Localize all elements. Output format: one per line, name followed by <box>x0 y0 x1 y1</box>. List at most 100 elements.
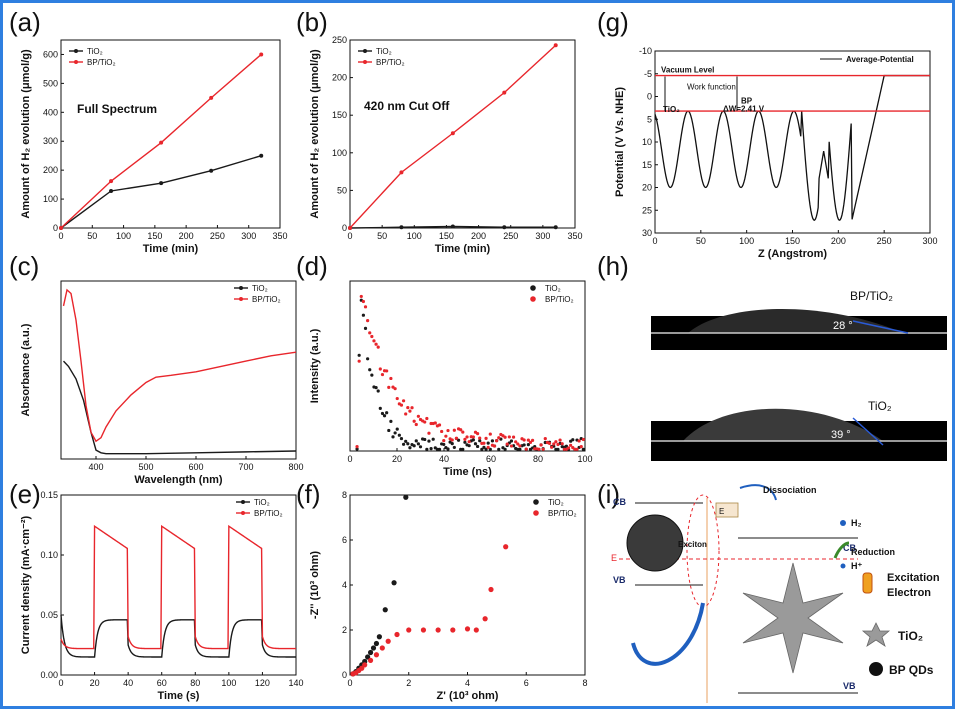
panel-label-a: (a) <box>9 7 41 37</box>
data-point <box>566 446 571 450</box>
data-point <box>368 368 372 372</box>
y-tick-label: 150 <box>332 110 347 120</box>
data-point <box>355 445 359 449</box>
data-point <box>370 645 377 651</box>
data-point <box>387 428 391 433</box>
data-point <box>509 439 514 443</box>
plot-frame <box>60 280 297 460</box>
data-point <box>471 438 475 442</box>
data-point <box>450 438 454 442</box>
tio2-particle <box>742 562 844 674</box>
series-line <box>60 155 262 229</box>
hole-transfer-arrow <box>631 602 705 666</box>
x-tick-label: 150 <box>785 236 800 246</box>
data-point <box>355 447 359 451</box>
data-point <box>488 447 492 451</box>
data-point <box>403 494 409 500</box>
data-point <box>486 441 490 445</box>
data-point <box>401 442 406 446</box>
x-tick-label: 250 <box>877 236 892 246</box>
x-tick-label: 8 <box>582 678 587 688</box>
y-tick-label: 0.05 <box>40 610 58 620</box>
data-point <box>404 412 408 416</box>
x-axis-label: Time (min) <box>143 243 199 255</box>
y-tick-label: 250 <box>332 35 347 45</box>
annotation-work-function: Work function <box>687 83 736 92</box>
data-point <box>450 442 454 446</box>
data-point <box>362 662 368 668</box>
legend-excitation: Excitation <box>887 572 940 584</box>
y-tick-label: 15 <box>642 160 652 170</box>
x-tick-label: 0 <box>652 236 657 246</box>
x-tick-label: 350 <box>272 231 287 241</box>
data-point <box>459 428 463 432</box>
panel-label-i: (i) <box>597 479 620 509</box>
droplet-top <box>688 308 903 333</box>
data-point <box>370 373 374 377</box>
exciton-ellipse <box>686 494 720 608</box>
cb-left-label: CB <box>613 497 626 507</box>
y-tick-label: 2 <box>342 625 347 635</box>
y-tick-label: 200 <box>43 165 58 175</box>
plot-frame <box>349 494 586 676</box>
data-point <box>361 313 365 317</box>
x-tick-label: 600 <box>188 462 203 472</box>
data-point <box>373 640 380 647</box>
data-point <box>372 339 376 343</box>
plot-frame <box>60 494 297 676</box>
y-tick-label: 4 <box>342 580 347 590</box>
x-tick-label: 40 <box>123 678 133 688</box>
data-point <box>423 437 427 442</box>
panel-label-c: (c) <box>9 251 39 281</box>
tio2-star <box>742 562 844 674</box>
x-tick-label: 400 <box>88 462 103 472</box>
data-point <box>518 447 522 451</box>
x-tick-label: 60 <box>157 678 167 688</box>
angle-value-bottom: 39 ° <box>831 429 851 441</box>
legend-label: BP/TiO₂ <box>545 295 574 304</box>
legend-marker <box>530 296 536 302</box>
plot-frame <box>349 39 576 229</box>
x-tick-label: 100 <box>116 231 131 241</box>
data-point <box>399 225 404 230</box>
data-point <box>393 387 397 391</box>
data-point <box>412 419 416 423</box>
x-axis-label: Time (s) <box>158 690 200 702</box>
dissociation-label: Dissociation <box>763 485 817 495</box>
data-point <box>456 438 461 442</box>
x-tick-label: 800 <box>288 462 303 472</box>
x-tick-label: 200 <box>179 231 194 241</box>
x-tick-label: 300 <box>241 231 256 241</box>
legend-marker <box>239 286 243 290</box>
y-tick-label: -10 <box>639 46 652 56</box>
figure-canvas: (a) (b) (c) (d) (e) (f) (g) (h) (i) 0 50 1… <box>9 7 947 703</box>
data-point <box>429 446 433 451</box>
data-point <box>518 444 522 448</box>
data-point <box>530 438 535 443</box>
data-point <box>482 616 488 622</box>
data-point <box>367 649 374 656</box>
annotation-bp: BP <box>741 96 753 105</box>
fermi-label: E <box>611 553 617 563</box>
data-point <box>380 372 385 377</box>
chart-area: 0 50 100 150 200 250 300 3500100200300400500600… <box>20 35 938 702</box>
data-point <box>556 447 560 451</box>
reduction-label: Reduction <box>851 547 895 557</box>
data-point <box>509 444 514 448</box>
annotation-delta-w: ΔW=2.41 V <box>723 105 765 114</box>
data-point <box>406 627 412 633</box>
legend-marker <box>533 510 539 516</box>
panel-label-h: (h) <box>597 251 629 281</box>
legend-marker <box>239 297 243 301</box>
legend-label: Average-Potential <box>846 55 914 64</box>
legend-marker <box>74 49 78 53</box>
x-tick-label: 20 <box>90 678 100 688</box>
data-point <box>374 386 378 390</box>
data-point <box>461 430 465 434</box>
y-axis-label: Intensity (a.u.) <box>309 328 321 403</box>
bp-qd-legend-icon <box>869 662 883 676</box>
y-tick-label: 25 <box>642 205 652 215</box>
data-point <box>502 90 507 95</box>
data-point <box>393 431 397 435</box>
data-point <box>450 627 456 633</box>
